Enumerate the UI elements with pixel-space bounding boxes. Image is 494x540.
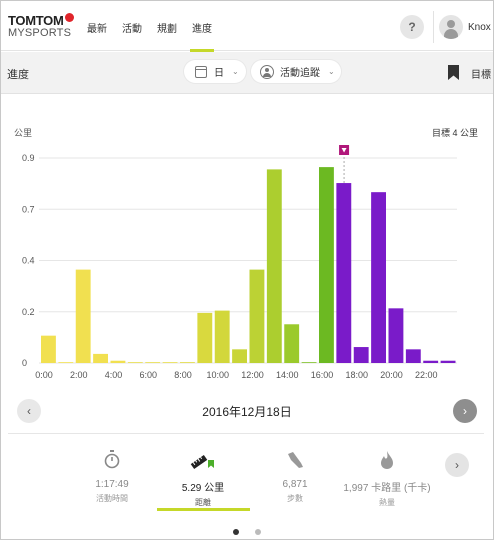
goal-flag-icon[interactable] — [448, 65, 459, 80]
x-tick-label: 2:00 — [70, 370, 88, 380]
chart-bar — [180, 362, 195, 363]
stats-next-button[interactable]: › — [445, 453, 469, 477]
date-navigator: ‹ 2016年12月18日 › — [1, 390, 493, 434]
goal-marker-star — [341, 148, 347, 153]
chart-bar — [214, 310, 230, 363]
brand-name: TOMTOM — [8, 13, 64, 28]
chart-bar — [440, 360, 456, 363]
nav-tab-plan[interactable]: 規劃 — [157, 24, 177, 35]
chart-bar — [336, 183, 352, 363]
user-divider — [433, 11, 434, 43]
chart-bar — [197, 312, 213, 363]
stats-carousel: 1:17:49 活動時間 5.29 公里 距離 6,871 步數 1,997 卡… — [1, 444, 493, 516]
chart-bar — [405, 349, 421, 363]
chart-bar — [266, 169, 282, 363]
divider — [8, 433, 484, 434]
chart-svg: 0 0.2 0.4 0.7 0.9 0:00 2:00 4:00 6:00 8:00 10:00 12… — [22, 145, 457, 380]
chart-ylabel: 公里 — [14, 128, 33, 138]
x-tick-label: 20:00 — [380, 370, 403, 380]
stat-label: 步數 — [287, 494, 303, 503]
y-tick-label: 0.4 — [22, 256, 35, 266]
brand-logo[interactable]: TOMTOM MYSPORTS — [8, 13, 74, 39]
x-tick-label: 16:00 — [311, 370, 334, 380]
stat-calories[interactable]: 1,997 卡路里 (千卡) 熱量 — [333, 444, 441, 508]
nav-tabs: 最新 活動 規劃 進度 — [87, 1, 227, 52]
chart-goal-text: 目標 4 公里 — [431, 128, 478, 138]
chart-bar — [388, 308, 404, 363]
chart-bar — [232, 349, 247, 363]
stopwatch-icon — [104, 450, 120, 469]
x-tick-label: 18:00 — [345, 370, 368, 380]
chart-bar — [284, 324, 300, 363]
ruler-flag-icon — [190, 454, 214, 470]
active-stat-indicator — [157, 508, 250, 511]
period-dropdown[interactable]: 日 ⌄ — [184, 60, 246, 83]
chart-bar — [423, 360, 439, 363]
y-tick-label: 0.7 — [22, 204, 35, 214]
stat-value: 1,997 卡路里 (千卡) — [343, 483, 431, 494]
chart-bar — [353, 347, 369, 363]
nav-tab-progress[interactable]: 進度 — [190, 1, 214, 52]
current-date: 2016年12月18日 — [202, 405, 292, 419]
pager-dot-active[interactable] — [233, 529, 239, 535]
chart-bar — [145, 362, 161, 363]
chart-bar — [301, 362, 317, 363]
nav-tab-latest[interactable]: 最新 — [87, 24, 107, 35]
calendar-icon — [195, 65, 207, 78]
person-icon — [260, 64, 274, 79]
stat-label: 活動時間 — [96, 494, 128, 503]
chart-bar — [371, 192, 386, 363]
x-tick-label: 4:00 — [105, 370, 123, 380]
chevron-down-icon: ⌄ — [328, 67, 335, 76]
activity-value: 活動追蹤 — [280, 68, 320, 79]
chart-bar — [162, 362, 178, 363]
x-tick-label: 22:00 — [415, 370, 438, 380]
progress-toolbar: 進度 日 ⌄ 活動追蹤 ⌄ 目標 — [1, 52, 493, 94]
shoe-icon — [288, 452, 303, 468]
y-tick-label: 0.9 — [22, 153, 35, 163]
period-value: 日 — [214, 68, 224, 79]
y-tick-label: 0.2 — [22, 307, 35, 317]
page-title: 進度 — [7, 69, 29, 81]
activity-dropdown[interactable]: 活動追蹤 ⌄ — [251, 60, 341, 83]
chart-bar — [249, 269, 265, 363]
pager-dots — [0, 522, 494, 540]
x-tick-label: 14:00 — [276, 370, 299, 380]
chevron-down-icon: ⌄ — [232, 67, 239, 76]
x-tick-label: 10:00 — [206, 370, 229, 380]
goal-label[interactable]: 目標 — [471, 70, 491, 81]
nav-tab-activities[interactable]: 活動 — [122, 24, 142, 35]
x-tick-label: 6:00 — [139, 370, 157, 380]
pager-dot[interactable] — [255, 529, 261, 535]
chart-bar — [93, 353, 108, 363]
help-button[interactable]: ? — [400, 15, 424, 39]
stat-label: 熱量 — [379, 498, 395, 507]
stat-value: 1:17:49 — [95, 479, 129, 490]
stat-value: 6,871 — [282, 479, 308, 490]
x-tick-label: 8:00 — [174, 370, 192, 380]
top-nav: TOMTOM MYSPORTS 最新 活動 規劃 進度 ? Knox — [1, 1, 493, 52]
prev-day-button[interactable]: ‹ — [17, 399, 41, 423]
stat-active-time[interactable]: 1:17:49 活動時間 — [67, 444, 157, 504]
flame-icon — [381, 451, 393, 469]
brand-dot-icon — [64, 13, 74, 22]
avatar[interactable] — [439, 15, 463, 39]
chart-bar — [110, 360, 126, 363]
x-tick-label: 0:00 — [35, 370, 53, 380]
username[interactable]: Knox — [468, 22, 491, 33]
stat-label: 距離 — [195, 498, 211, 507]
y-tick-label: 0 — [22, 358, 27, 368]
chart-bar — [41, 335, 56, 363]
chart-bar — [75, 269, 91, 363]
stat-distance[interactable]: 5.29 公里 距離 — [158, 444, 248, 508]
x-tick-label: 12:00 — [241, 370, 264, 380]
stat-steps[interactable]: 6,871 步數 — [250, 444, 340, 504]
chart-bar — [127, 362, 143, 363]
brand-sub: MYSPORTS — [8, 27, 72, 39]
chart-bar — [58, 362, 74, 363]
stat-value: 5.29 公里 — [181, 483, 225, 494]
next-day-button[interactable]: › — [453, 399, 477, 423]
activity-chart: 公里 目標 4 公里 0 0.2 0.4 0.7 0.9 0:00 2:00 4:00 6:00… — [1, 95, 493, 385]
chart-bar — [319, 167, 334, 363]
